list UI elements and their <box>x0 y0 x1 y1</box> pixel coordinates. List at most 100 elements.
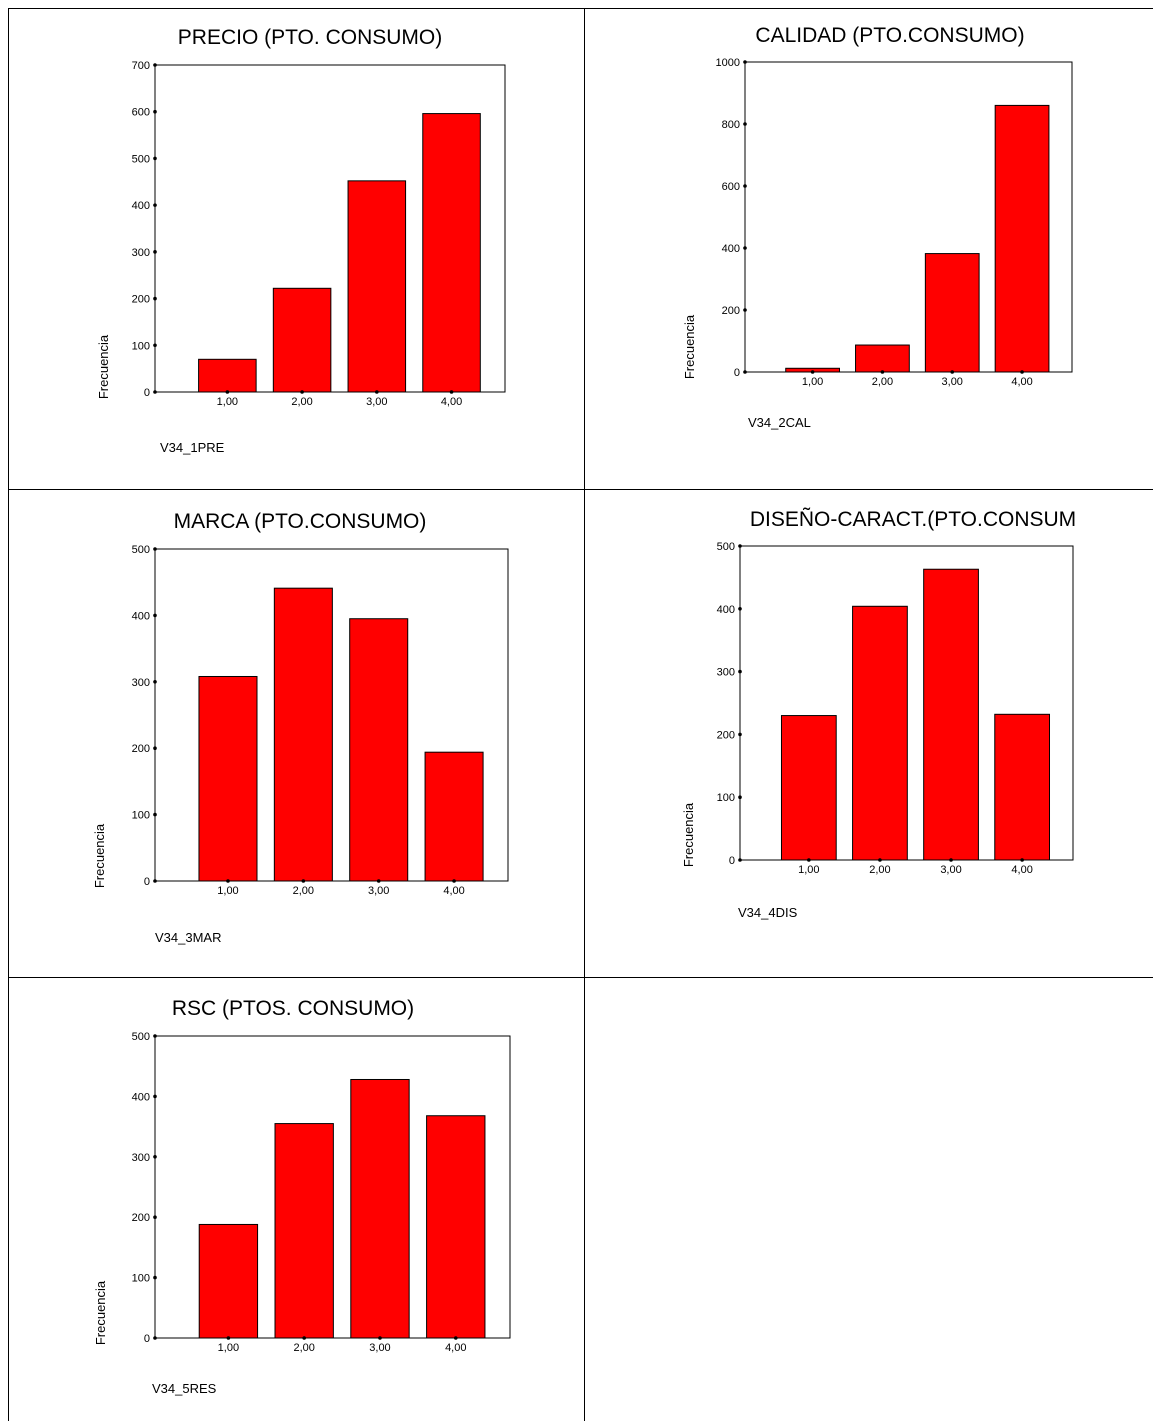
x-tick-mark <box>302 1336 306 1340</box>
chart-title: DISEÑO-CARACT.(PTO.CONSUM <box>750 507 1076 531</box>
x-tick-label: 3,00 <box>942 376 963 388</box>
y-tick-mark <box>153 1275 157 1280</box>
x-tick-mark <box>376 879 381 883</box>
y-axis-label: Frecuencia <box>96 334 111 399</box>
bar <box>923 568 979 861</box>
x-tick-mark <box>810 370 815 374</box>
y-tick-label: 1000 <box>716 57 740 69</box>
bar <box>350 1078 410 1339</box>
x-tick-mark <box>1020 370 1024 374</box>
y-tick-label: 100 <box>132 810 150 822</box>
x-tick-label: 4,00 <box>1011 376 1032 388</box>
y-tick-label: 100 <box>717 792 735 804</box>
y-tick-mark <box>153 1094 157 1099</box>
y-tick-mark <box>153 746 157 750</box>
bar <box>272 287 332 393</box>
bar <box>994 713 1051 861</box>
y-tick-mark <box>738 795 742 799</box>
y-tick-label: 500 <box>132 153 150 165</box>
bar <box>198 675 258 882</box>
y-tick-mark <box>153 680 157 684</box>
x-tick-label: 2,00 <box>293 885 314 897</box>
x-tick-mark <box>301 879 306 883</box>
bar <box>198 1223 259 1339</box>
y-tick-label: 100 <box>132 340 150 352</box>
y-tick-mark <box>153 390 157 394</box>
y-tick-mark <box>743 184 747 188</box>
y-tick-label: 400 <box>132 1091 150 1103</box>
x-tick-mark <box>949 858 953 862</box>
y-tick-mark <box>153 343 157 348</box>
x-tick-label: 1,00 <box>798 864 819 876</box>
table-border-top <box>8 8 1153 9</box>
x-tick-mark <box>950 370 955 374</box>
y-tick-mark <box>153 250 157 254</box>
y-tick-mark <box>738 732 742 737</box>
y-axis-label: Frecuencia <box>681 802 696 867</box>
y-tick-mark <box>738 544 742 548</box>
x-tick-mark <box>880 370 885 374</box>
x-tick-label: 4,00 <box>445 1342 466 1354</box>
chart-title: RSC (PTOS. CONSUMO) <box>172 997 414 1020</box>
y-tick-label: 400 <box>132 610 150 622</box>
y-tick-label: 200 <box>717 729 735 741</box>
x-tick-label: 4,00 <box>441 396 462 408</box>
x-tick-label: 3,00 <box>366 396 387 408</box>
y-tick-mark <box>153 547 157 551</box>
x-tick-mark <box>226 879 230 883</box>
table-row-divider-1 <box>8 489 1153 490</box>
bar <box>422 113 481 393</box>
variable-label: V34_5RES <box>152 1381 217 1396</box>
y-tick-mark <box>743 308 747 312</box>
y-tick-label: 400 <box>132 200 150 212</box>
x-tick-mark <box>878 858 882 862</box>
x-tick-label: 2,00 <box>872 376 893 388</box>
x-tick-label: 2,00 <box>291 396 312 408</box>
x-tick-mark <box>300 390 304 394</box>
x-tick-mark <box>225 390 230 394</box>
y-axis-label: Frecuencia <box>92 823 107 888</box>
chart-title: MARCA (PTO.CONSUMO) <box>174 510 427 533</box>
y-tick-label: 600 <box>722 181 740 193</box>
x-tick-mark <box>452 879 456 883</box>
y-tick-mark <box>153 879 157 883</box>
x-tick-label: 1,00 <box>802 376 823 388</box>
y-tick-label: 300 <box>132 1152 150 1164</box>
y-tick-mark <box>153 109 157 114</box>
bar <box>426 1115 486 1339</box>
y-tick-label: 200 <box>132 1212 150 1224</box>
y-tick-label: 300 <box>717 667 735 679</box>
y-tick-label: 0 <box>144 876 150 888</box>
x-tick-mark <box>807 858 811 862</box>
x-tick-mark <box>226 1336 231 1340</box>
x-tick-label: 4,00 <box>443 885 464 897</box>
y-tick-label: 300 <box>132 247 150 259</box>
x-tick-label: 3,00 <box>940 864 961 876</box>
x-tick-label: 2,00 <box>869 864 890 876</box>
y-tick-label: 0 <box>734 367 740 379</box>
table-row-divider-2 <box>8 977 1153 978</box>
x-tick-label: 1,00 <box>218 1342 239 1354</box>
y-tick-label: 200 <box>132 294 150 306</box>
y-tick-mark <box>153 156 157 161</box>
y-tick-label: 800 <box>722 119 740 131</box>
y-tick-label: 500 <box>717 541 735 553</box>
y-tick-mark <box>743 60 747 64</box>
x-tick-mark <box>375 390 379 394</box>
y-tick-label: 0 <box>144 387 150 399</box>
bar <box>274 1123 334 1339</box>
y-tick-mark <box>153 1336 157 1340</box>
y-tick-mark <box>743 122 747 126</box>
y-tick-mark <box>743 370 747 374</box>
y-tick-mark <box>153 613 157 618</box>
y-tick-label: 700 <box>132 60 150 72</box>
chart-title: PRECIO (PTO. CONSUMO) <box>178 26 442 49</box>
variable-label: V34_2CAL <box>748 415 811 430</box>
y-tick-label: 400 <box>722 243 740 255</box>
y-tick-label: 400 <box>717 604 735 616</box>
variable-label: V34_1PRE <box>160 440 225 455</box>
